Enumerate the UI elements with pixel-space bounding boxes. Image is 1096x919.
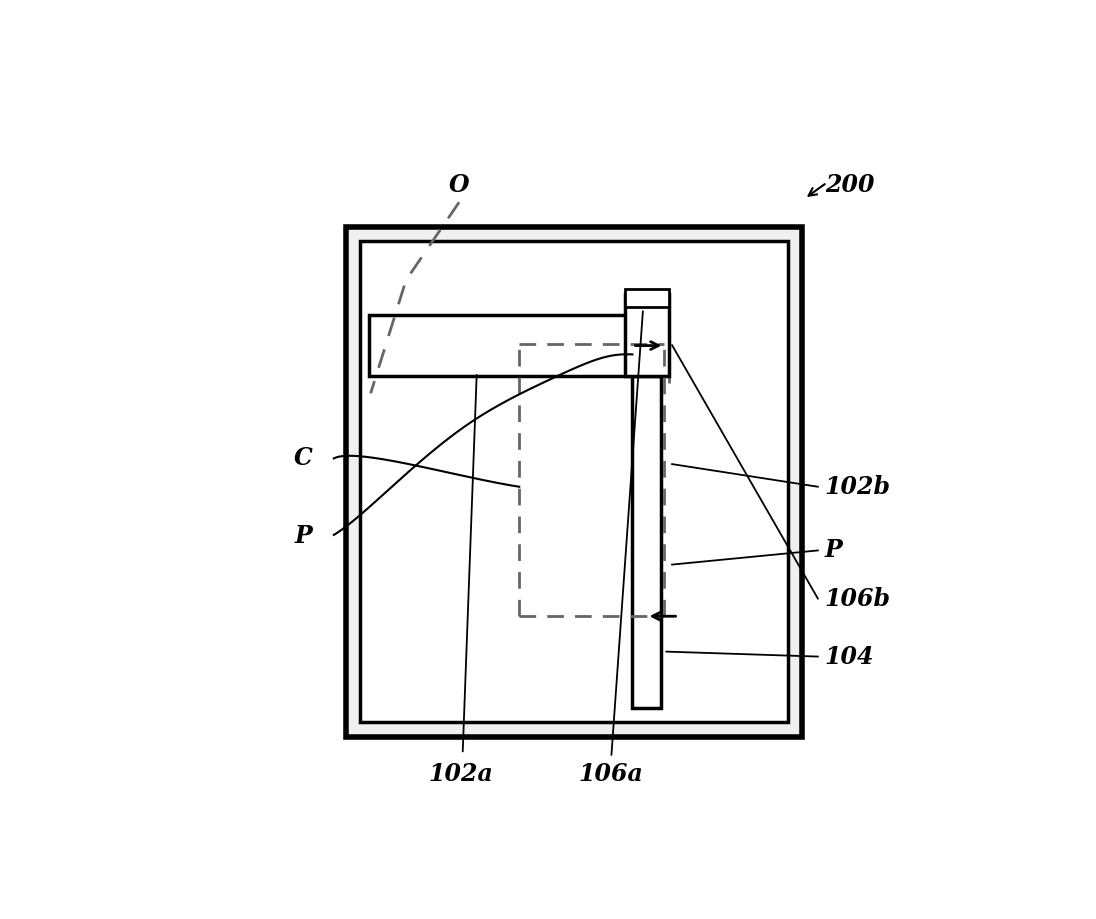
- Bar: [632, 376, 661, 709]
- Text: 200: 200: [825, 173, 875, 197]
- Text: O: O: [448, 173, 469, 197]
- Text: 102a: 102a: [429, 762, 493, 786]
- Bar: [359, 241, 788, 722]
- Text: 106b: 106b: [825, 586, 891, 610]
- Bar: [369, 315, 628, 376]
- Bar: [346, 227, 802, 736]
- Text: 104: 104: [825, 644, 875, 668]
- Text: P: P: [295, 524, 312, 549]
- Text: 106a: 106a: [579, 762, 643, 786]
- Text: P: P: [825, 539, 843, 562]
- Text: 102b: 102b: [825, 475, 891, 499]
- Bar: [626, 289, 670, 307]
- Bar: [626, 294, 670, 376]
- Text: C: C: [294, 447, 312, 471]
